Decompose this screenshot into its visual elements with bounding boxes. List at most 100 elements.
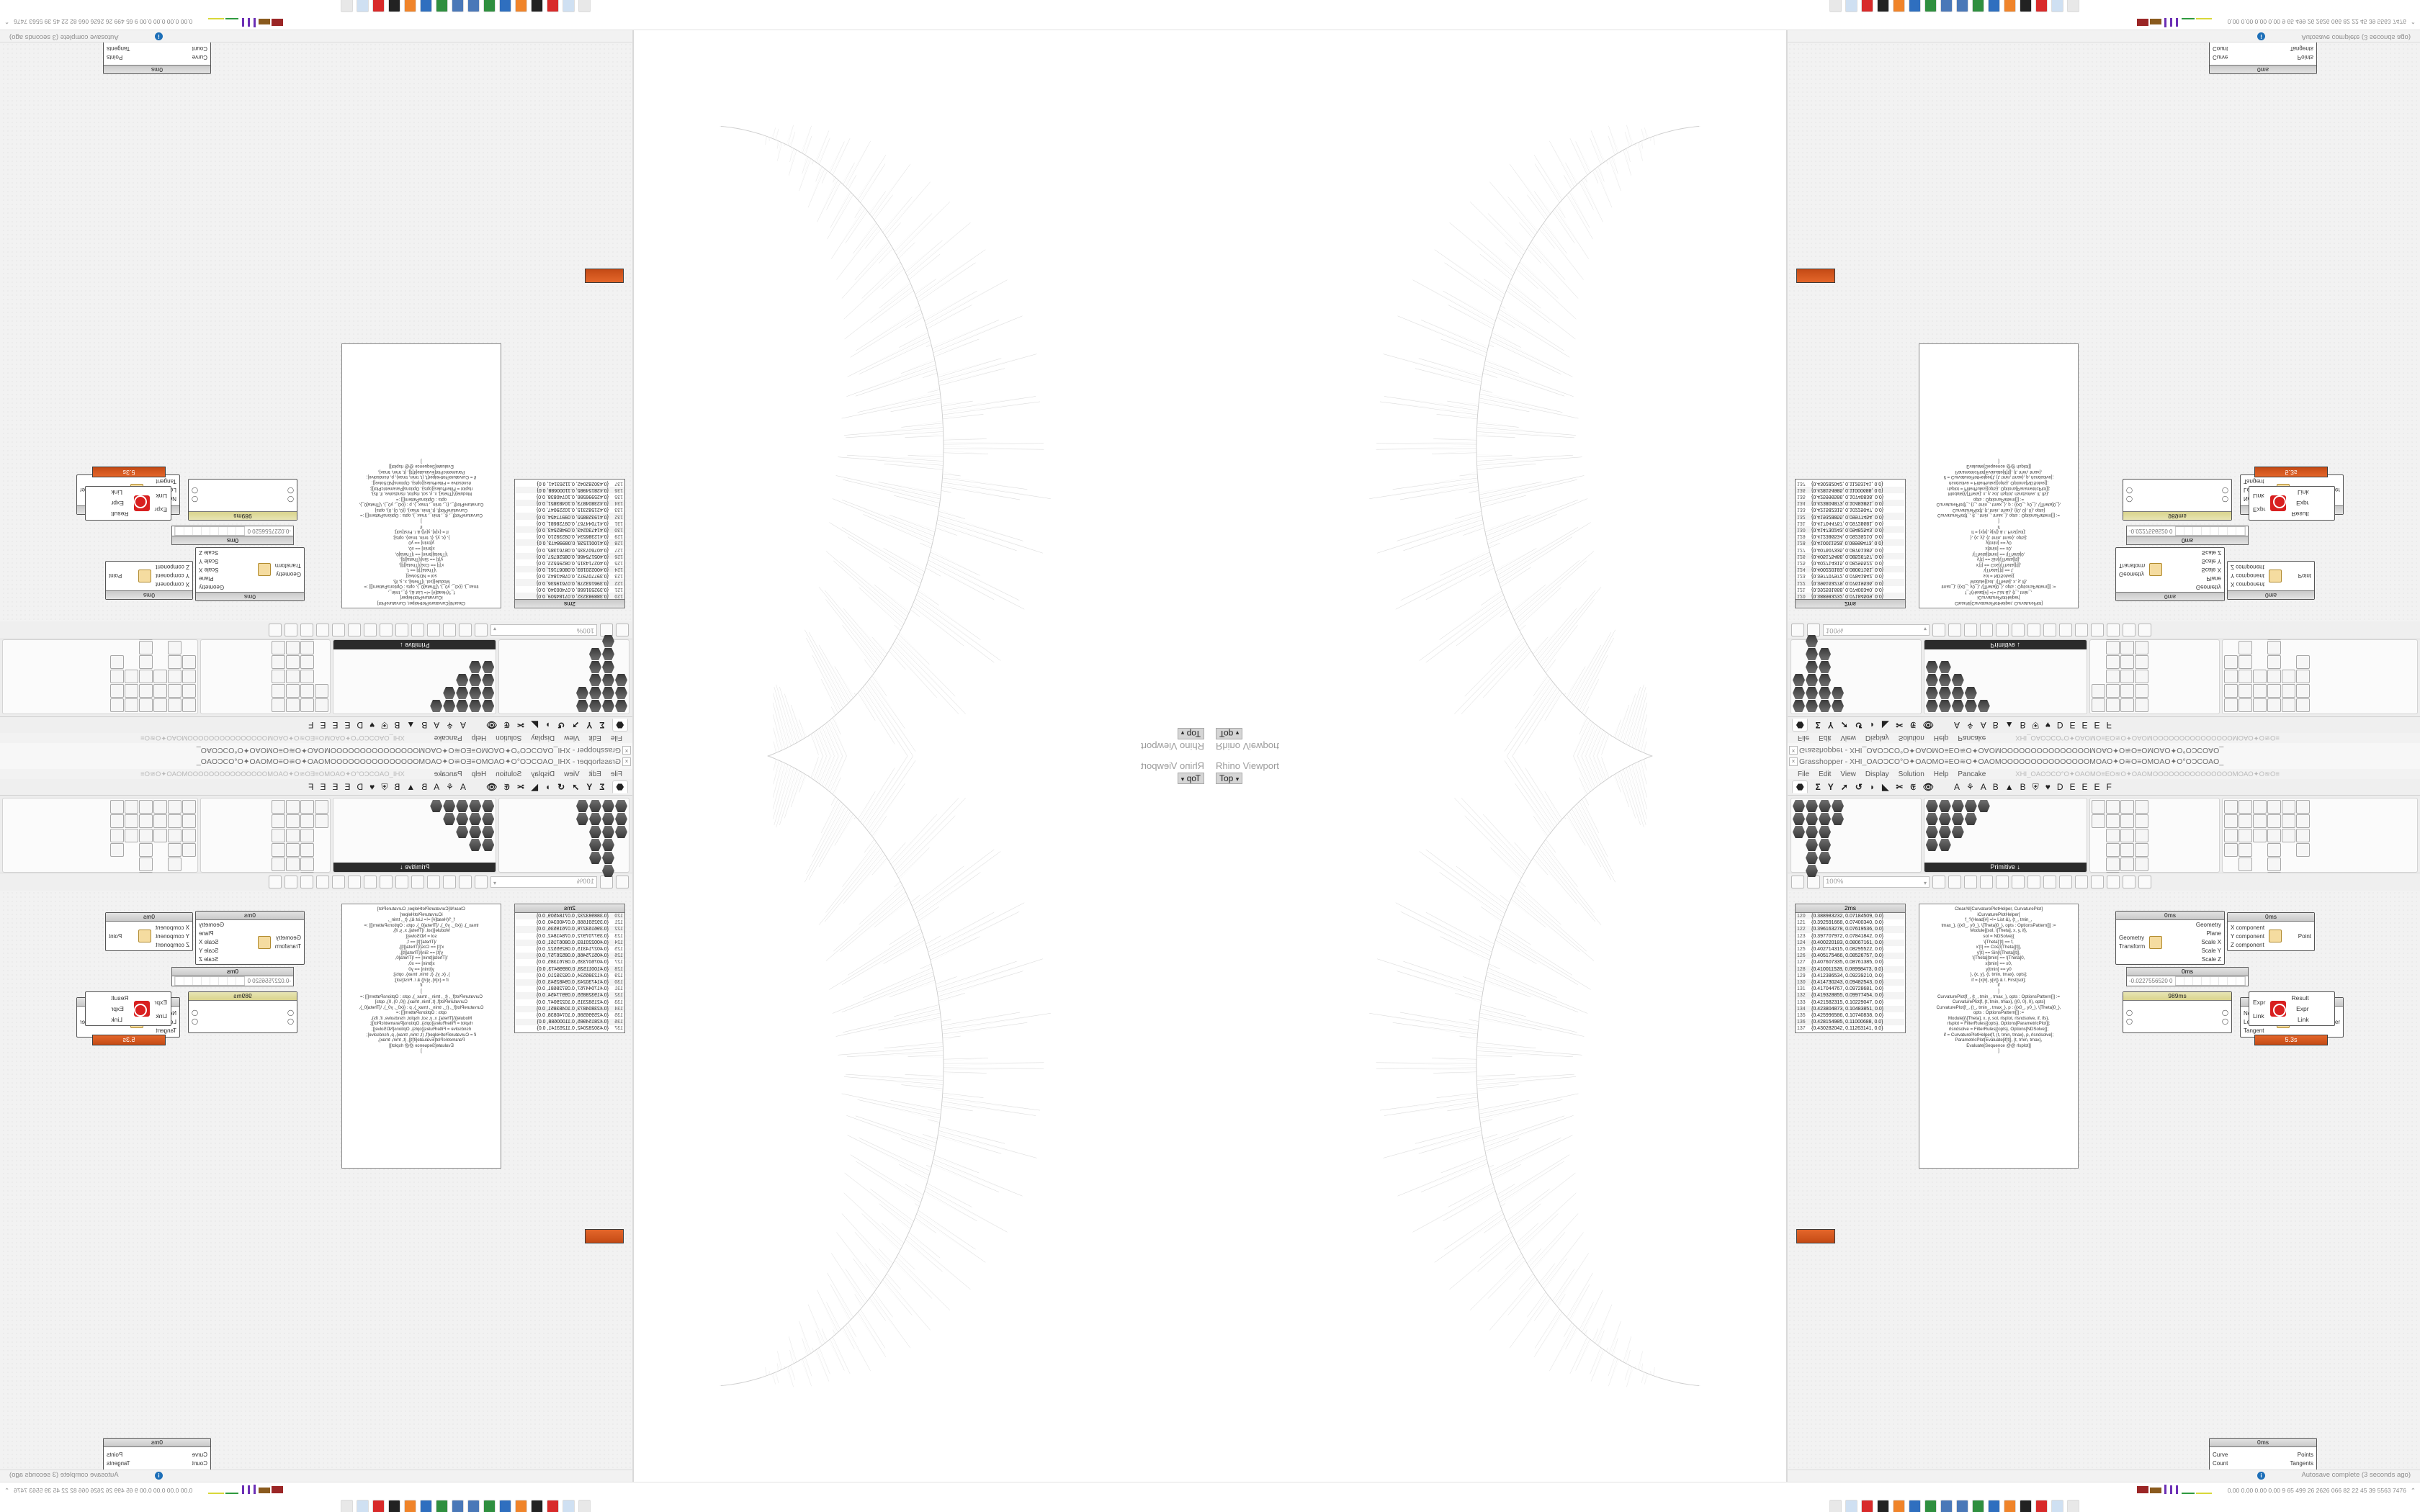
- ribbon-component-icon[interactable]: [167, 800, 182, 814]
- menu-item-solution[interactable]: Solution: [496, 734, 522, 742]
- component-output-param[interactable]: Scale Y: [199, 948, 219, 954]
- number-slider[interactable]: 0ms -0.0227556520 0: [2126, 526, 2249, 545]
- ribbon-component-icon[interactable]: [2296, 843, 2311, 857]
- ribbon-component-icon[interactable]: [589, 687, 601, 699]
- ribbon-component-icon[interactable]: [1819, 852, 1831, 864]
- ribbon-tab-glyph-4[interactable]: ↺: [557, 720, 565, 730]
- mathematica-code-panel[interactable]: ClearAll[CurvaturePlotHelper, CurvatureP…: [1919, 343, 2079, 608]
- ribbon-component-icon[interactable]: [589, 826, 601, 838]
- ribbon-tab-glyph-5[interactable]: ◗: [544, 782, 551, 792]
- component-input-param[interactable]: Kinks: [192, 42, 207, 44]
- component-output-param[interactable]: Scale Z: [199, 956, 219, 963]
- component-output-param[interactable]: ◯: [192, 1009, 198, 1016]
- data-output-panel[interactable]: 2ms 120{0.388983232, 0.07184509, 0.0}121…: [1795, 904, 1906, 1033]
- component-output-param[interactable]: Scale X: [2201, 567, 2221, 573]
- ribbon-component-icon[interactable]: [615, 674, 627, 686]
- ribbon-component-icon[interactable]: [443, 813, 455, 825]
- ribbon-component-icon[interactable]: [2134, 684, 2148, 698]
- ribbon-component-icon[interactable]: [153, 698, 167, 712]
- component-input-param[interactable]: Curve: [2213, 1451, 2228, 1458]
- export-icon[interactable]: [395, 876, 408, 888]
- ribbon-component-icon[interactable]: [1926, 700, 1938, 712]
- grasshopper-icon[interactable]: [563, 0, 575, 12]
- menu-item-display[interactable]: Display: [1865, 734, 1889, 742]
- close-icon[interactable]: ×: [622, 746, 631, 755]
- ribbon-component-icon[interactable]: [286, 858, 300, 871]
- search-icon[interactable]: [332, 624, 345, 636]
- ribbon-component-icon[interactable]: [2267, 814, 2282, 828]
- mathematica-code-panel[interactable]: ClearAll[CurvaturePlotHelper, CurvatureP…: [341, 343, 501, 608]
- menu-item-pancake[interactable]: Pancake: [1958, 770, 1986, 778]
- number-slider[interactable]: 0ms -0.0227556520 0: [2126, 967, 2249, 986]
- search-icon[interactable]: [2075, 876, 2088, 888]
- close-icon[interactable]: ×: [622, 757, 631, 766]
- ribbon-component-icon[interactable]: [482, 800, 494, 812]
- bake-icon[interactable]: [1964, 876, 1977, 888]
- green-disk-icon[interactable]: [467, 0, 480, 12]
- ribbon-component-icon[interactable]: [2120, 829, 2134, 842]
- menu-item-view[interactable]: View: [564, 734, 580, 742]
- ribbon-component-icon[interactable]: [1806, 687, 1818, 699]
- ribbon-component-icon[interactable]: [1806, 826, 1818, 838]
- number-slider[interactable]: 0ms -0.0227556520 0: [171, 967, 294, 986]
- grasshopper-icon-mirror[interactable]: [2051, 0, 2063, 12]
- ribbon-component-icon[interactable]: [272, 684, 286, 698]
- ribbon-component-icon[interactable]: [2105, 641, 2120, 654]
- ribbon-tab-glyph-9[interactable]: 👁: [486, 782, 498, 792]
- ribbon-component-icon[interactable]: [482, 839, 494, 851]
- slider-track[interactable]: -0.0227556520 0: [172, 976, 293, 986]
- remote-panel-icon[interactable]: [411, 876, 424, 888]
- ribbon-component-icon[interactable]: [1977, 800, 1990, 812]
- green-disk-icon[interactable]: [467, 1500, 480, 1512]
- ribbon-component-icon[interactable]: [2253, 829, 2267, 842]
- menu-item-pancake[interactable]: Pancake: [1958, 734, 1986, 742]
- green-disk-icon[interactable]: [1940, 0, 1953, 12]
- component-output-param[interactable]: Point: [2298, 572, 2311, 580]
- component-output-param[interactable]: Point: [109, 932, 122, 940]
- component-output-param[interactable]: Scale Z: [199, 549, 219, 556]
- ribbon-tab-glyph-3[interactable]: ➚: [572, 720, 580, 730]
- ribbon-component-icon[interactable]: [2238, 800, 2253, 814]
- ribbon-component-icon[interactable]: [1926, 674, 1938, 686]
- ribbon-component-icon[interactable]: [167, 829, 182, 842]
- ribbon-component-icon[interactable]: [2282, 829, 2296, 842]
- ribbon-tab-glyph-8[interactable]: 𝔈: [504, 781, 510, 792]
- ribbon-component-icon[interactable]: [2296, 800, 2311, 814]
- shade-icon[interactable]: [300, 624, 313, 636]
- component-input-param[interactable]: Z component: [156, 564, 189, 571]
- bake-icon[interactable]: [1964, 624, 1977, 636]
- tray-expand-icon[interactable]: ⌃: [2410, 18, 2416, 26]
- wolfram-evaluate-component[interactable]: Expr Link Result Expr Link: [2249, 486, 2335, 521]
- rhino-icon-mirror[interactable]: [341, 1500, 353, 1512]
- component-output-param[interactable]: Parameters: [2284, 1469, 2313, 1470]
- ribbon-component-icon[interactable]: [2224, 698, 2238, 712]
- ribbon-tab-letter-11[interactable]: E: [320, 782, 326, 792]
- rhino-icon[interactable]: [1829, 0, 1842, 12]
- ribbon-group-label-primitive[interactable]: Primitive ↓: [1924, 863, 2087, 872]
- firefox-icon-mirror[interactable]: [2035, 1500, 2048, 1512]
- shade-icon[interactable]: [300, 876, 313, 888]
- ribbon-tab-letter-2[interactable]: A: [1980, 720, 1986, 730]
- ribbon-tab-letter-9[interactable]: E: [2069, 782, 2076, 792]
- ribbon-tab-letter-3[interactable]: B: [1992, 782, 1999, 792]
- remote-panel-icon[interactable]: [1996, 876, 2009, 888]
- component-input-param[interactable]: ◯: [287, 496, 294, 503]
- ribbon-component-icon[interactable]: [2296, 684, 2311, 698]
- ribbon-component-icon[interactable]: [1806, 648, 1818, 660]
- component-output-param[interactable]: Points: [107, 1451, 123, 1458]
- ribbon-component-icon[interactable]: [300, 670, 315, 683]
- ribbon-component-icon[interactable]: [469, 826, 481, 838]
- ribbon-component-icon[interactable]: [2134, 641, 2148, 654]
- ribbon-component-icon[interactable]: [2105, 858, 2120, 871]
- ribbon-component-icon[interactable]: [2296, 698, 2311, 712]
- gha-assembly-icon[interactable]: [2043, 624, 2056, 636]
- shield-icon[interactable]: [1893, 1500, 1905, 1512]
- ribbon-component-icon[interactable]: [2238, 641, 2253, 654]
- component-output-param[interactable]: Tangents: [2290, 45, 2313, 53]
- ribbon-component-icon[interactable]: [2120, 684, 2134, 698]
- notes-icon[interactable]: [348, 876, 361, 888]
- ribbon-tab-letter-7[interactable]: ♥: [369, 782, 375, 792]
- ribbon-component-icon[interactable]: [182, 684, 196, 698]
- ribbon-component-icon[interactable]: [109, 814, 124, 828]
- ribbon-component-icon[interactable]: [2296, 829, 2311, 842]
